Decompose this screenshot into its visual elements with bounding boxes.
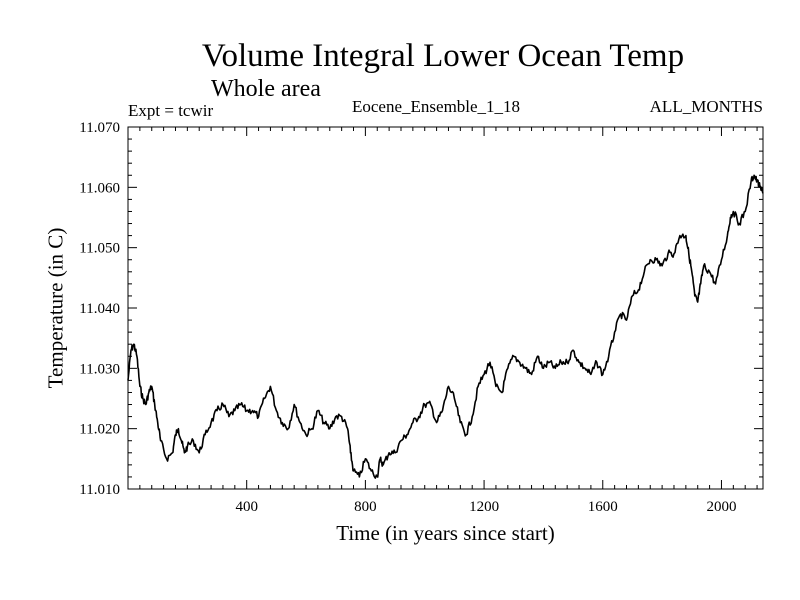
series-line: [127, 174, 764, 479]
x-tick-label: 2000: [706, 499, 736, 515]
plot-frame: [127, 126, 764, 490]
tick-labels: 400 800 1200 1600 2000 11.010 11.020 11.030 11.0…: [79, 120, 736, 515]
axis-ticks: [128, 127, 763, 489]
y-tick-label: 11.020: [79, 422, 120, 438]
y-tick-label: 11.010: [79, 482, 120, 498]
y-tick-label: 11.060: [79, 180, 120, 196]
y-tick-label: 11.030: [79, 361, 120, 377]
x-axis-label: Time (in years since start): [336, 521, 555, 545]
y-tick-label: 11.070: [79, 120, 120, 136]
experiment-label: Expt = tcwir: [128, 101, 214, 120]
x-tick-label: 400: [235, 499, 258, 515]
chart-subtitle: Whole area: [211, 76, 321, 102]
x-tick-label: 800: [354, 499, 377, 515]
x-tick-label: 1200: [469, 499, 499, 515]
y-tick-label: 11.050: [79, 241, 120, 257]
ensemble-label: Eocene_Ensemble_1_18: [352, 97, 521, 116]
x-tick-label: 1600: [588, 499, 618, 515]
months-label: ALL_MONTHS: [649, 97, 763, 116]
y-tick-label: 11.040: [79, 301, 120, 317]
chart-title: Volume Integral Lower Ocean Temp: [201, 38, 685, 74]
